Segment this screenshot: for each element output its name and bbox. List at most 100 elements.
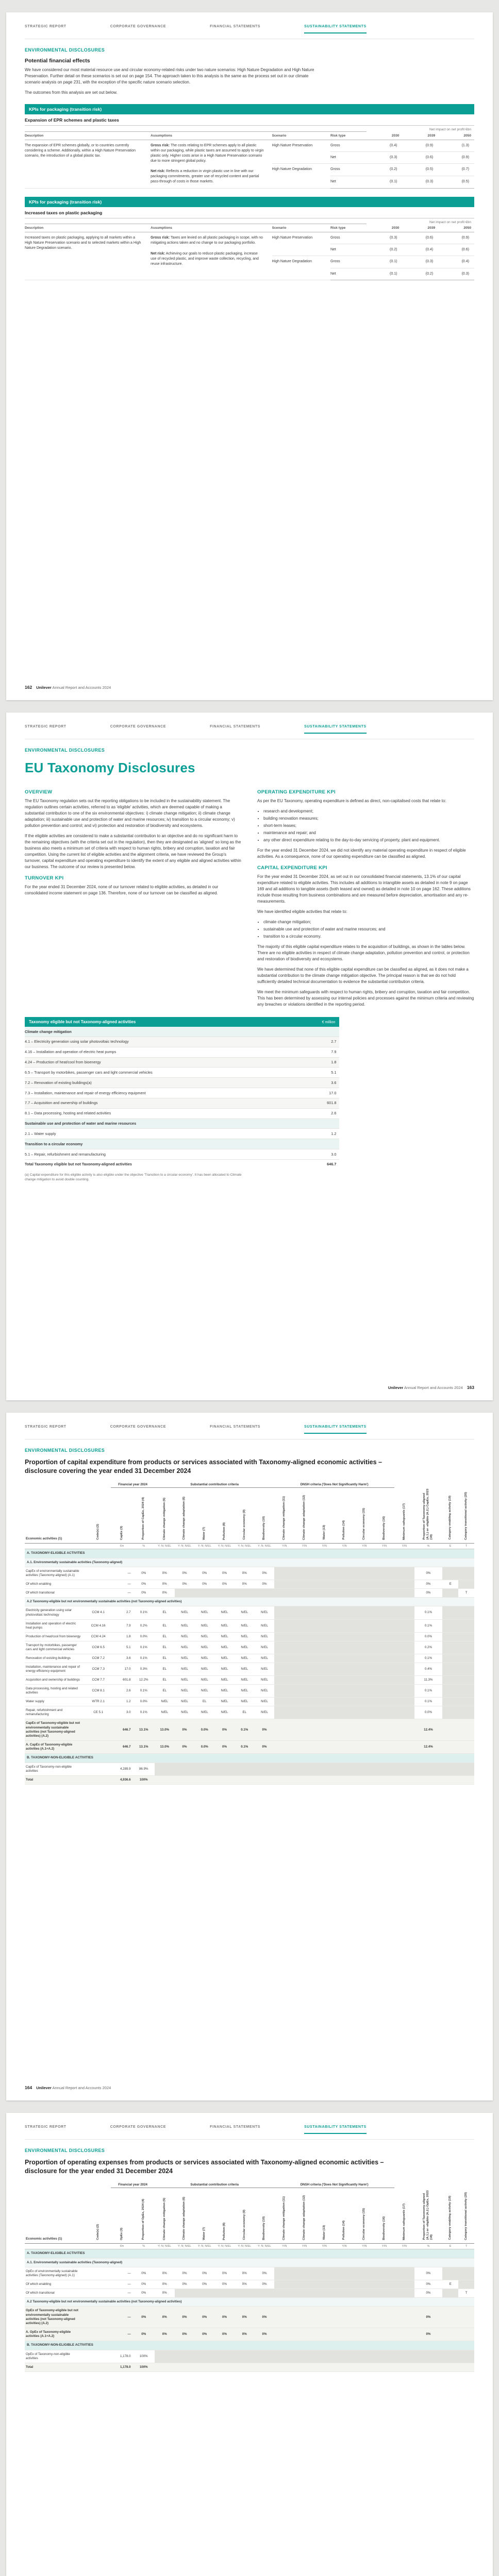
table-cell — [354, 1697, 375, 1707]
unit-cell: % — [132, 1543, 155, 1549]
table-cell — [334, 2280, 355, 2290]
table-cell — [442, 1663, 459, 1676]
value-cell: (0.3) — [438, 268, 474, 280]
nav-financial-statements[interactable]: FINANCIAL STATEMENTS — [210, 725, 261, 728]
page-footer: 164 Unilever Annual Report and Accounts … — [25, 2085, 474, 2090]
table-cell — [274, 2267, 295, 2281]
nav-sustainability-statements[interactable]: SUSTAINABILITY STATEMENTS — [304, 25, 367, 33]
table-cell: N/EL — [174, 1697, 195, 1707]
table-row: 4.1 – Electricity generation using solar… — [25, 1037, 340, 1047]
table-cell — [354, 1654, 375, 1663]
capex-taxonomy-table: Financial year 2024 Substantial contribut… — [25, 1481, 474, 1785]
nav-strategic-report[interactable]: STRATEGIC REPORT — [25, 1425, 66, 1429]
table-cell: Total Taxonomy eligible but not Taxonomy… — [25, 1159, 302, 1170]
table-row: Transition to a circular economy — [25, 1139, 340, 1150]
risk-type: Net — [330, 176, 367, 189]
table-cell — [334, 2327, 355, 2341]
table-cell: 0% — [154, 2280, 175, 2290]
column-header: Biodiversity (16) — [374, 2188, 394, 2244]
table-cell: Electricity generation using solar photo… — [25, 1606, 86, 1620]
table-cell: 0% — [234, 2267, 255, 2281]
right-column: OPERATING EXPENDITURE KPI As per the EU … — [257, 784, 474, 1012]
table-row: 7.7 – Acquisition and ownership of build… — [25, 1098, 340, 1109]
nav-financial-statements[interactable]: FINANCIAL STATEMENTS — [210, 25, 261, 28]
page-number: 164 — [25, 2085, 32, 2090]
table-cell: 7.3 – Installation, maintenance and repa… — [25, 1088, 302, 1098]
table-cell — [354, 1675, 375, 1685]
table-cell — [458, 1740, 474, 1754]
column-header: Circular economy (15) — [354, 2188, 375, 2244]
two-column-layout: OVERVIEW The EU Taxonomy regulation sets… — [25, 784, 474, 1012]
nav-sustainability-statements[interactable]: SUSTAINABILITY STATEMENTS — [304, 725, 367, 734]
table-cell — [442, 1740, 459, 1754]
table-cell: 17.0 — [111, 1663, 133, 1676]
table-cell: 1.8 — [111, 1632, 133, 1641]
table-cell: 2.7 — [111, 1606, 133, 1620]
nav-corporate-governance[interactable]: CORPORATE GOVERNANCE — [110, 725, 167, 728]
column-header: Water (7) — [194, 1487, 215, 1544]
table-cell — [334, 2350, 355, 2364]
table-cell: N/EL — [174, 1663, 195, 1676]
table-cell — [174, 1762, 195, 1776]
table-cell — [334, 1663, 355, 1676]
nav-sustainability-statements[interactable]: SUSTAINABILITY STATEMENTS — [304, 2125, 367, 2134]
list-item: sustainable use and protection of water … — [263, 926, 474, 933]
table-cell: N/EL — [174, 1641, 195, 1654]
kpi-subtitle: Increased taxes on plastic packaging — [25, 207, 474, 218]
overview-heading: OVERVIEW — [25, 789, 53, 795]
nav-strategic-report[interactable]: STRATEGIC REPORT — [25, 25, 66, 28]
table-cell — [354, 2267, 375, 2281]
value-cell: (0.3) — [402, 256, 439, 268]
table-cell: N/EL — [234, 1663, 255, 1676]
column-header: Water (13) — [314, 2188, 335, 2244]
nav-strategic-report[interactable]: STRATEGIC REPORT — [25, 2125, 66, 2129]
table-cell: N/EL — [254, 1675, 275, 1685]
body-paragraph: We meet the minimum safeguards with resp… — [257, 990, 474, 1007]
col-year: 2050 — [438, 131, 474, 140]
table-cell: 0% — [132, 2289, 155, 2298]
nav-strategic-report[interactable]: STRATEGIC REPORT — [25, 725, 66, 728]
nav-corporate-governance[interactable]: CORPORATE GOVERNANCE — [110, 25, 167, 28]
nav-sustainability-statements[interactable]: SUSTAINABILITY STATEMENTS — [304, 1425, 367, 1434]
nav-financial-statements[interactable]: FINANCIAL STATEMENTS — [210, 1425, 261, 1429]
unit-cell: €m — [111, 1543, 133, 1549]
table-cell: 0% — [254, 2267, 275, 2281]
table-cell: 2.7 — [302, 1037, 340, 1047]
table-cell — [86, 1740, 111, 1754]
opex-bullet-list: research and development; building renov… — [257, 808, 474, 843]
table-cell: 0% — [234, 1567, 255, 1581]
opex-table-title: Proportion of operating expenses from pr… — [25, 2159, 384, 2175]
table-cell — [414, 2350, 443, 2364]
gross-risk-text: The costs relating to EPR schemes apply … — [151, 143, 264, 163]
table-cell — [394, 1580, 414, 1589]
table-cell: 0.2% — [132, 1619, 155, 1633]
table-cell — [458, 1641, 474, 1654]
table-cell — [442, 1641, 459, 1654]
table-cell: 0% — [132, 1580, 155, 1589]
table-cell — [194, 2350, 215, 2364]
table-cell: EL — [154, 1675, 175, 1685]
table-cell: EL — [234, 1706, 255, 1720]
gross-risk-label: Gross risk: — [151, 143, 170, 147]
table-cell — [334, 1619, 355, 1633]
nav-corporate-governance[interactable]: CORPORATE GOVERNANCE — [110, 2125, 167, 2129]
table-cell — [274, 1706, 295, 1720]
table-cell — [314, 2306, 335, 2328]
table-cell: 0% — [194, 1580, 215, 1589]
column-header: Proportion of CapEx, 2024 (4) — [132, 1487, 155, 1544]
table-cell: 0% — [132, 2280, 155, 2290]
table-cell: 0% — [254, 1580, 275, 1589]
table-cell: Sustainable use and protection of water … — [25, 1118, 302, 1129]
table-cell — [374, 1580, 394, 1589]
unit-cell: Y/N — [334, 1543, 355, 1549]
table-cell: 0% — [194, 2267, 215, 2281]
unit-cell: Y/N — [354, 1543, 375, 1549]
table-cell — [154, 1762, 175, 1776]
table-cell — [174, 2350, 195, 2364]
table-cell — [86, 2363, 111, 2372]
nav-financial-statements[interactable]: FINANCIAL STATEMENTS — [210, 2125, 261, 2129]
nav-corporate-governance[interactable]: CORPORATE GOVERNANCE — [110, 1425, 167, 1429]
table-group-header-row: Financial year 2024 Substantial contribut… — [25, 2181, 474, 2188]
value-cell: (0.3) — [366, 151, 403, 164]
table-cell: CapEx of Taxonomy-eligible but not envir… — [25, 1719, 86, 1741]
